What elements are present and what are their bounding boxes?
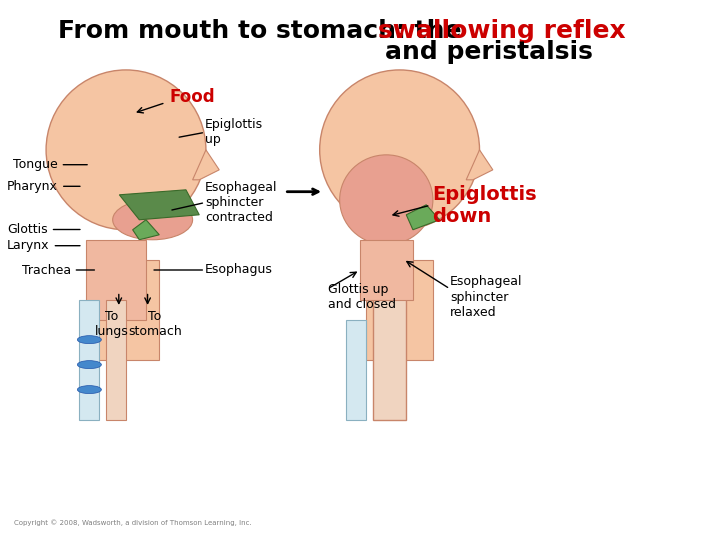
Bar — [79, 300, 99, 420]
Ellipse shape — [77, 361, 102, 369]
Polygon shape — [193, 150, 220, 180]
Text: To
stomach: To stomach — [128, 310, 181, 338]
Text: Esophageal
sphincter
contracted: Esophageal sphincter contracted — [205, 181, 278, 224]
Text: Glottis up
and closed: Glottis up and closed — [328, 283, 395, 311]
Text: Epiglottis
down: Epiglottis down — [432, 185, 536, 226]
Text: Larynx: Larynx — [7, 239, 80, 252]
Ellipse shape — [77, 336, 102, 343]
Text: Esophagus: Esophagus — [205, 264, 273, 276]
Bar — [86, 240, 146, 320]
Text: Food: Food — [169, 88, 215, 106]
Text: Epiglottis
up: Epiglottis up — [205, 118, 264, 146]
Polygon shape — [132, 220, 159, 240]
Ellipse shape — [46, 70, 206, 230]
Bar — [93, 260, 159, 360]
Polygon shape — [120, 190, 199, 220]
Text: Trachea: Trachea — [22, 264, 94, 276]
Text: Pharynx: Pharynx — [7, 180, 80, 193]
Bar — [366, 260, 433, 360]
Ellipse shape — [340, 155, 433, 245]
Text: Esophageal
sphincter
relaxed: Esophageal sphincter relaxed — [450, 275, 523, 319]
Bar — [373, 270, 406, 420]
Text: To
lungs: To lungs — [95, 310, 128, 338]
Bar — [360, 240, 413, 300]
Polygon shape — [406, 205, 440, 230]
Text: Copyright © 2008, Wadsworth, a division of Thomson Learning, Inc.: Copyright © 2008, Wadsworth, a division … — [14, 520, 252, 526]
Text: Glottis: Glottis — [7, 223, 80, 236]
Ellipse shape — [77, 386, 102, 394]
Polygon shape — [467, 150, 493, 180]
Text: From mouth to stomach: the: From mouth to stomach: the — [58, 19, 470, 43]
Ellipse shape — [320, 70, 480, 230]
Bar — [106, 300, 126, 420]
Ellipse shape — [112, 200, 193, 240]
Text: Tongue: Tongue — [13, 158, 87, 171]
Text: and peristalsis: and peristalsis — [385, 40, 593, 64]
Text: swallowing reflex: swallowing reflex — [378, 19, 626, 43]
Bar — [346, 320, 366, 420]
